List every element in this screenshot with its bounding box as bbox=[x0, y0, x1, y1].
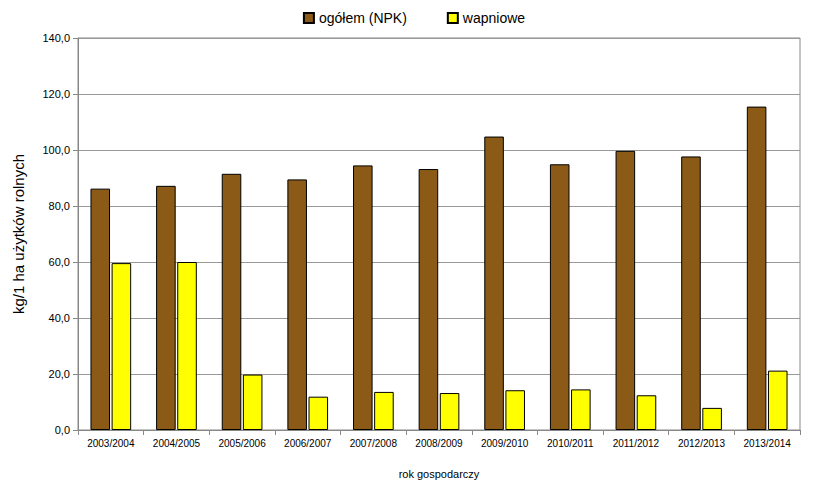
svg-text:2005/2006: 2005/2006 bbox=[218, 438, 266, 449]
svg-text:2007/2008: 2007/2008 bbox=[350, 438, 398, 449]
svg-text:120,0: 120,0 bbox=[42, 88, 70, 100]
svg-text:140,0: 140,0 bbox=[42, 32, 70, 44]
svg-text:20,0: 20,0 bbox=[49, 368, 70, 380]
svg-text:2011/2012: 2011/2012 bbox=[613, 438, 660, 449]
svg-text:2004/2005: 2004/2005 bbox=[153, 438, 201, 449]
svg-text:2009/2010: 2009/2010 bbox=[481, 438, 529, 449]
svg-text:2012/2013: 2012/2013 bbox=[678, 438, 726, 449]
svg-text:80,0: 80,0 bbox=[49, 200, 70, 212]
svg-text:60,0: 60,0 bbox=[49, 256, 70, 268]
svg-text:ogółem (NPK): ogółem (NPK) bbox=[319, 10, 407, 26]
svg-text:2006/2007: 2006/2007 bbox=[284, 438, 332, 449]
svg-text:2013/2014: 2013/2014 bbox=[744, 438, 792, 449]
svg-text:rok gospodarczy: rok gospodarczy bbox=[399, 468, 480, 480]
svg-text:100,0: 100,0 bbox=[42, 144, 70, 156]
svg-text:2010/2011: 2010/2011 bbox=[547, 438, 594, 449]
svg-text:kg/1 ha użytków rolnych: kg/1 ha użytków rolnych bbox=[10, 154, 27, 314]
svg-text:2003/2004: 2003/2004 bbox=[87, 438, 135, 449]
svg-text:0,0: 0,0 bbox=[55, 424, 70, 436]
svg-text:2008/2009: 2008/2009 bbox=[415, 438, 463, 449]
svg-text:40,0: 40,0 bbox=[49, 312, 70, 324]
svg-text:wapniowe: wapniowe bbox=[462, 10, 525, 26]
